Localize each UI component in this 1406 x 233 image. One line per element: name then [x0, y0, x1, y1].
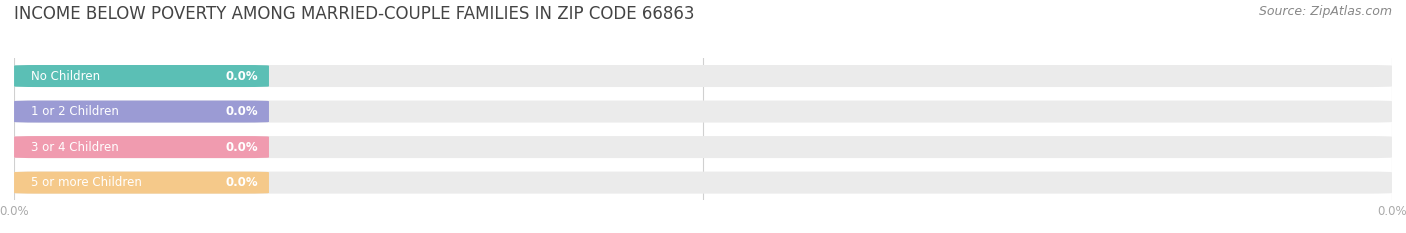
FancyBboxPatch shape — [14, 65, 269, 87]
Text: 3 or 4 Children: 3 or 4 Children — [31, 140, 118, 154]
Text: 0.0%: 0.0% — [225, 176, 257, 189]
Text: 1 or 2 Children: 1 or 2 Children — [31, 105, 118, 118]
FancyBboxPatch shape — [14, 65, 1392, 87]
FancyBboxPatch shape — [14, 136, 1392, 158]
FancyBboxPatch shape — [14, 171, 1392, 194]
FancyBboxPatch shape — [14, 100, 269, 123]
Text: No Children: No Children — [31, 69, 100, 82]
Text: Source: ZipAtlas.com: Source: ZipAtlas.com — [1258, 5, 1392, 18]
Text: 0.0%: 0.0% — [225, 140, 257, 154]
FancyBboxPatch shape — [14, 136, 269, 158]
Text: 5 or more Children: 5 or more Children — [31, 176, 142, 189]
Text: INCOME BELOW POVERTY AMONG MARRIED-COUPLE FAMILIES IN ZIP CODE 66863: INCOME BELOW POVERTY AMONG MARRIED-COUPL… — [14, 5, 695, 23]
FancyBboxPatch shape — [14, 100, 1392, 123]
Text: 0.0%: 0.0% — [225, 105, 257, 118]
FancyBboxPatch shape — [14, 171, 269, 194]
Text: 0.0%: 0.0% — [225, 69, 257, 82]
